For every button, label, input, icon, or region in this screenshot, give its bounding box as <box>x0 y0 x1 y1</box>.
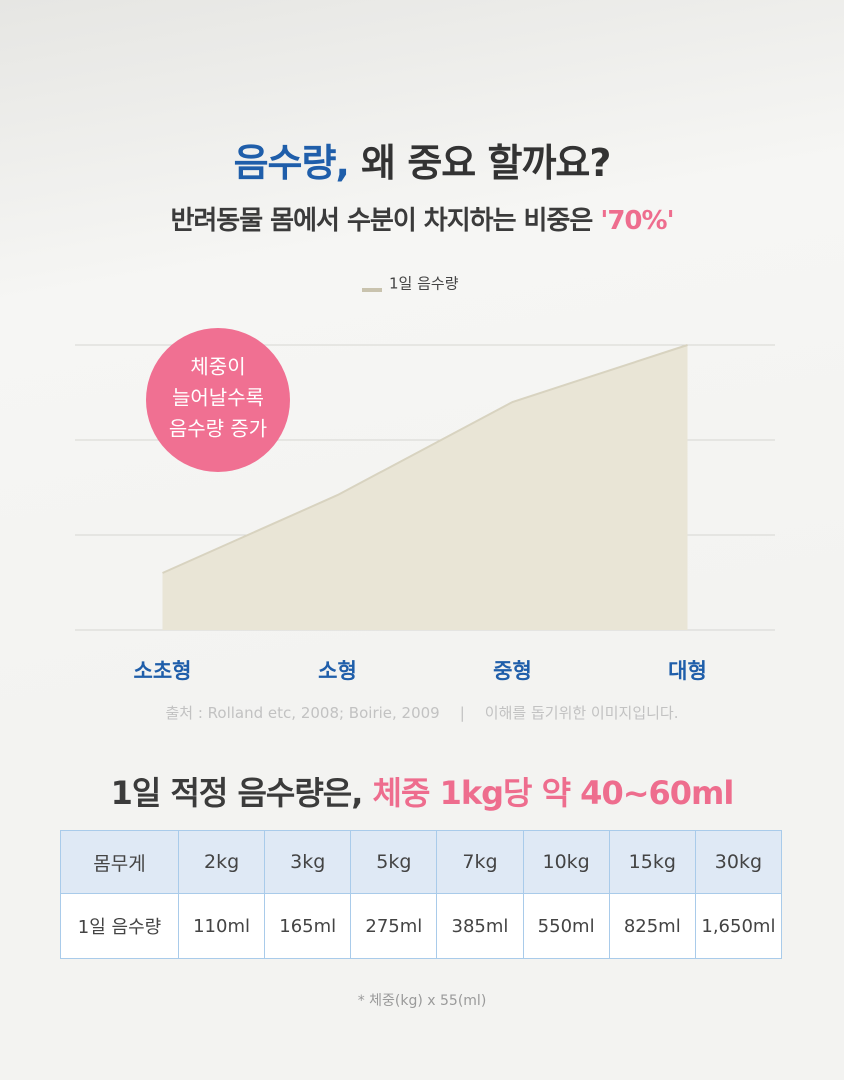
x-tick-label: 소형 <box>318 659 357 683</box>
heading-highlight: 체중 1kg당 약 40~60ml <box>372 774 735 812</box>
subtitle-text: 반려동물 몸에서 수분이 차지하는 비중은 <box>170 206 593 236</box>
annotation-text: 늘어날수록 <box>172 386 264 410</box>
legend-swatch <box>362 288 382 292</box>
table-cell: 110ml <box>177 893 266 959</box>
annotation-text: 음수량 증가 <box>169 417 267 441</box>
title-text: 왜 중요 할까요? <box>361 141 611 185</box>
table-cell: 1,650ml <box>694 893 783 959</box>
table-cell: 7kg <box>436 830 524 894</box>
subtitle: 반려동물 몸에서 수분이 차지하는 비중은 '70%' <box>0 200 844 237</box>
subtitle-highlight: '70%' <box>600 206 674 236</box>
legend-label: 1일 음수량 <box>389 275 459 293</box>
table-cell: 2kg <box>177 830 266 894</box>
table-row: 1일 음수량 110ml 165ml 275ml 385ml 550ml 825ml 1,65… <box>60 893 783 959</box>
x-tick-label: 대형 <box>668 659 707 683</box>
heading-text: 1일 적정 음수량은, <box>110 774 364 812</box>
footnote: * 체중(kg) x 55(ml) <box>357 993 487 1009</box>
x-tick-label: 중형 <box>493 659 532 683</box>
separator: | <box>459 704 465 722</box>
table-cell: 10kg <box>522 830 610 894</box>
title: 음수량, 왜 중요 할까요? <box>0 132 844 187</box>
table-cell: 275ml <box>350 893 438 959</box>
table-cell: 825ml <box>608 893 696 959</box>
table-cell: 몸무게 <box>60 830 179 894</box>
citation: 출처 : Rolland etc, 2008; Boirie, 2009 <box>165 704 440 722</box>
section-heading: 1일 적정 음수량은, 체중 1kg당 약 40~60ml <box>0 768 844 814</box>
table: 몸무게 2kg 3kg 5kg 7kg 10kg 15kg 30kg 1일 음수량 110ml 16… <box>60 830 783 959</box>
table-cell: 550ml <box>522 893 610 959</box>
annotation-text: 체중이 <box>190 355 245 379</box>
area <box>162 345 688 630</box>
table-cell: 1일 음수량 <box>60 893 179 959</box>
table-cell: 165ml <box>264 893 352 959</box>
table-cell: 5kg <box>350 830 438 894</box>
table-cell: 15kg <box>608 830 696 894</box>
x-tick-label: 소초형 <box>134 659 192 683</box>
table-cell: 385ml <box>436 893 524 959</box>
title-highlight: 음수량, <box>233 141 350 185</box>
source: 출처 : Rolland etc, 2008; Boirie, 2009 | 이해를… <box>0 702 844 723</box>
table-cell: 30kg <box>694 830 783 894</box>
area-line <box>162 344 688 574</box>
note: 이해를 돕기위한 이미지입니다. <box>484 704 679 722</box>
annotation-bubble <box>146 328 290 472</box>
table-cell: 3kg <box>264 830 352 894</box>
table-row: 몸무게 2kg 3kg 5kg 7kg 10kg 15kg 30kg <box>60 830 783 894</box>
